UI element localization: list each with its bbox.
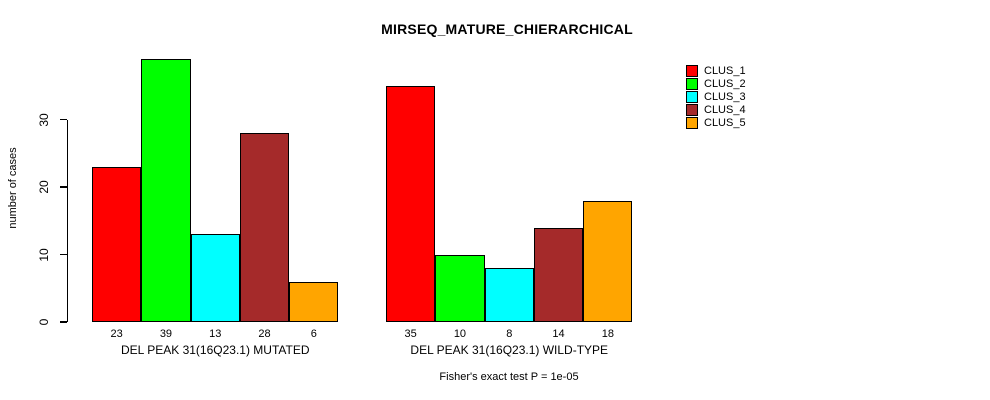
bar-value-label: 23 [110, 327, 123, 340]
y-tick-label: 30 [37, 112, 51, 127]
group-label: DEL PEAK 31(16Q23.1) MUTATED [120, 342, 310, 357]
bar-clus_2 [141, 58, 191, 322]
y-tick-label: 0 [37, 318, 51, 326]
legend-label: CLUS_4 [704, 104, 746, 117]
bar-clus_3 [190, 234, 240, 322]
bar-value-label: 35 [404, 327, 417, 340]
legend-row: CLUS_4 [686, 104, 746, 117]
y-tick [60, 321, 67, 323]
bar-clus_4 [239, 133, 290, 322]
bar-value-label: 28 [258, 327, 271, 340]
legend-swatch [686, 77, 698, 90]
legend-row: CLUS_1 [686, 64, 746, 77]
y-tick [60, 186, 67, 188]
bar-value-label: 8 [506, 327, 513, 340]
y-tick-label: 10 [37, 247, 51, 262]
bar-value-label: 39 [159, 327, 173, 340]
legend: CLUS_1 CLUS_2 CLUS_3 CLUS_4 CLUS_5 [686, 64, 746, 130]
y-tick-label: 20 [37, 180, 51, 194]
bar-clus_5 [289, 281, 339, 322]
legend-swatch [686, 104, 698, 117]
bar-clus_5 [583, 200, 633, 322]
legend-label: CLUS_5 [704, 117, 746, 130]
legend-row: CLUS_3 [686, 90, 746, 103]
y-axis-line [67, 119, 69, 322]
bar-value-label: 13 [209, 327, 222, 340]
bar-clus_1 [92, 166, 142, 322]
legend-label: CLUS_3 [704, 90, 746, 103]
bar-value-label: 10 [453, 327, 467, 340]
bar-value-label: 14 [552, 327, 565, 340]
legend-row: CLUS_5 [686, 117, 746, 130]
y-tick [60, 253, 67, 256]
bar-clus_4 [533, 227, 584, 322]
chart-title: MIRSEQ_MATURE_CHIERARCHICAL [381, 21, 633, 37]
bar-value-label: 18 [601, 327, 614, 340]
legend-swatch [686, 117, 698, 130]
bar-clus_1 [386, 85, 436, 322]
legend-swatch [686, 90, 698, 103]
bar-value-label: 6 [310, 327, 317, 340]
legend-row: CLUS_2 [686, 77, 746, 90]
legend-label: CLUS_2 [704, 77, 746, 90]
fisher-test-annotation: Fisher's exact test P = 1e-05 [439, 371, 579, 383]
legend-label: CLUS_1 [704, 64, 746, 77]
y-tick [60, 118, 67, 121]
y-axis-label: number of cases [7, 147, 19, 229]
bar-clus_2 [435, 254, 485, 322]
bar-clus_3 [484, 268, 534, 322]
legend-swatch [686, 64, 698, 77]
group-label: DEL PEAK 31(16Q23.1) WILD-TYPE [410, 342, 609, 357]
